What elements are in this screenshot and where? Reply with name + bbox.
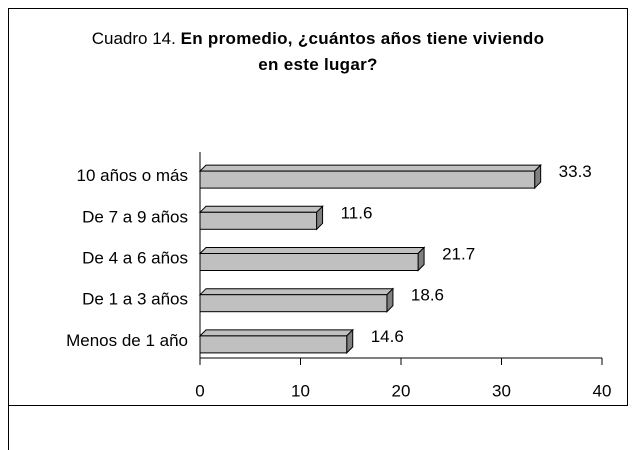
bar (198, 246, 426, 272)
x-tick-label: 0 (195, 381, 204, 400)
bar-face (199, 211, 318, 230)
value-label: 18.6 (411, 286, 444, 305)
bar-top (198, 288, 395, 296)
chart-title: Cuadro 14. En promedio, ¿cuántos años ti… (88, 26, 548, 78)
bar-top (198, 329, 354, 337)
value-label: 21.7 (442, 244, 475, 263)
bar-face (199, 335, 348, 354)
title-text: En promedio, ¿cuántos años tiene viviend… (180, 29, 545, 74)
y-tick-label: Menos de 1 año (66, 331, 188, 350)
title-number: Cuadro 14. (91, 29, 176, 48)
y-tick-label: De 7 a 9 años (82, 207, 188, 226)
chart-frame (8, 8, 628, 406)
y-tick-label: 10 años o más (76, 166, 188, 185)
x-tick-label: 30 (492, 381, 511, 400)
x-tick-label: 20 (392, 381, 411, 400)
y-tick-label: De 4 a 6 años (82, 248, 188, 267)
bar (198, 205, 324, 231)
bar (198, 287, 395, 313)
value-label: 14.6 (371, 327, 404, 346)
x-tick-label: 40 (593, 381, 612, 400)
bar (198, 163, 542, 190)
bar-face (199, 170, 536, 189)
bar-top (198, 247, 426, 254)
bar-top (198, 205, 324, 213)
bar-top (198, 164, 542, 172)
y-tick-label: De 1 a 3 años (82, 290, 188, 309)
bar-face (199, 294, 388, 313)
value-label: 11.6 (341, 203, 373, 222)
bar (198, 328, 354, 355)
value-label: 33.3 (559, 162, 592, 181)
bar-face (199, 253, 419, 271)
x-tick-label: 10 (291, 381, 310, 400)
